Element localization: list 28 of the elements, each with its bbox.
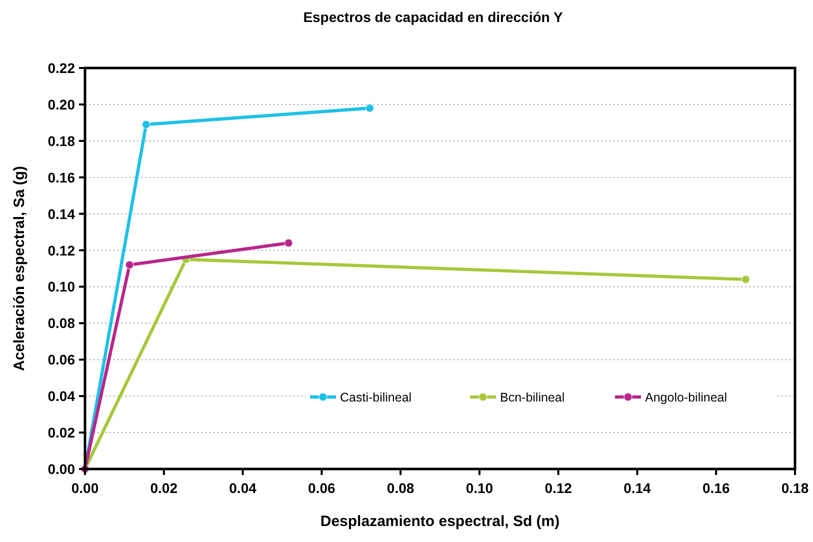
x-tick-label: 0.00	[71, 480, 99, 496]
x-tick-label: 0.06	[308, 480, 336, 496]
x-tick-label: 0.04	[229, 480, 257, 496]
y-tick-label: 0.04	[48, 388, 76, 404]
y-tick-label: 0.06	[48, 352, 76, 368]
chart-title: Espectros de capacidad en dirección Y	[303, 9, 564, 25]
x-tick-label: 0.18	[781, 480, 809, 496]
y-axis-title: Aceleración espectral, Sa (g)	[11, 166, 28, 372]
y-tick-label: 0.22	[48, 60, 76, 76]
x-axis-title: Desplazamiento espectral, Sd (m)	[320, 513, 560, 530]
legend-label: Angolo-bilineal	[645, 390, 728, 404]
x-tick-label: 0.16	[702, 480, 730, 496]
x-tick-label: 0.02	[150, 480, 178, 496]
y-tick-label: 0.00	[48, 461, 76, 477]
x-tick-label: 0.14	[624, 480, 652, 496]
y-tick-label: 0.12	[48, 242, 76, 258]
y-tick-label: 0.14	[48, 206, 76, 222]
x-tick-label: 0.10	[466, 480, 494, 496]
x-tick-label: 0.12	[544, 480, 572, 496]
legend-label: Bcn-bilineal	[500, 390, 565, 404]
y-tick-label: 0.02	[48, 424, 76, 441]
x-tick-label: 0.08	[386, 480, 414, 496]
legend-label: Casti-bilineal	[340, 390, 412, 404]
y-tick-label: 0.08	[48, 315, 76, 332]
y-tick-label: 0.10	[48, 278, 76, 295]
y-tick-label: 0.16	[48, 169, 76, 186]
y-tick-label: 0.18	[48, 132, 76, 149]
y-tick-label: 0.20	[48, 96, 76, 112]
